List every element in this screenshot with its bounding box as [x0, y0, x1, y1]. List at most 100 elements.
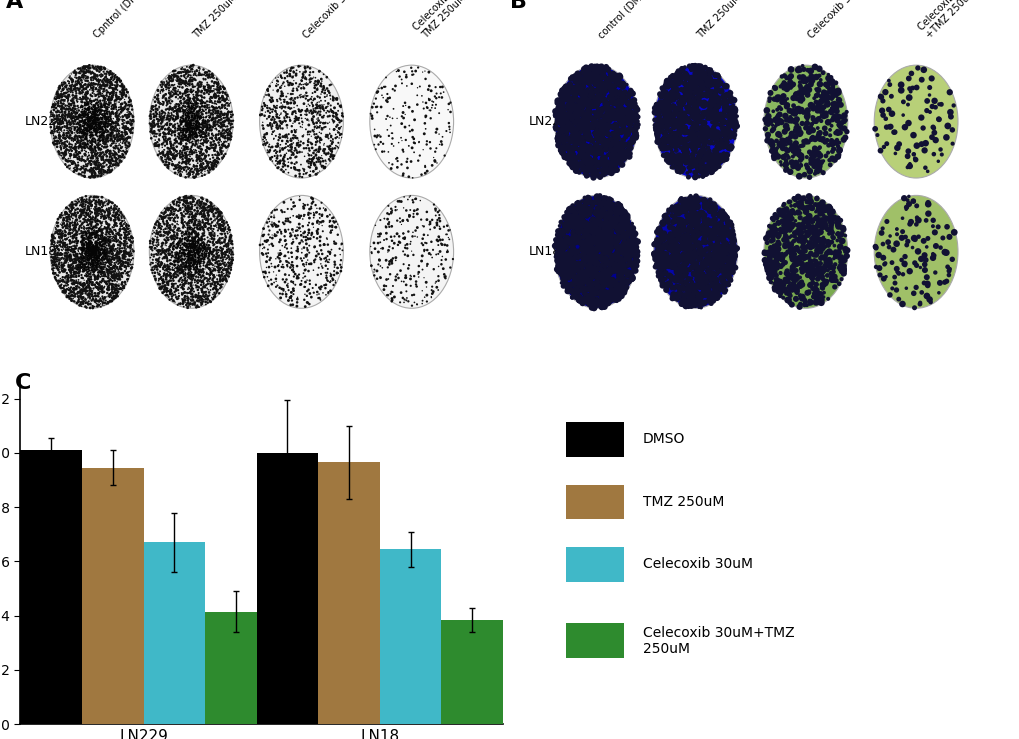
Point — [408, 204, 424, 216]
Point — [76, 270, 93, 282]
Point — [796, 243, 812, 255]
Point — [174, 120, 191, 132]
Point — [85, 105, 101, 117]
Point — [162, 223, 178, 235]
Point — [269, 226, 285, 238]
Point — [713, 86, 730, 98]
Point — [78, 134, 95, 146]
Point — [272, 155, 288, 167]
Point — [107, 83, 123, 95]
Point — [181, 215, 198, 227]
Point — [177, 125, 194, 137]
Point — [189, 253, 205, 265]
Point — [88, 137, 104, 149]
Point — [694, 63, 710, 75]
Point — [184, 60, 201, 72]
Point — [179, 98, 196, 109]
Point — [686, 260, 702, 272]
Point — [599, 232, 615, 244]
Point — [87, 134, 103, 146]
Point — [91, 109, 107, 120]
Point — [63, 205, 79, 217]
Point — [173, 151, 190, 163]
Point — [293, 104, 310, 116]
Point — [587, 129, 603, 140]
Point — [694, 78, 710, 89]
Point — [315, 216, 331, 228]
Point — [104, 262, 120, 274]
Point — [62, 91, 78, 103]
Point — [84, 115, 100, 126]
Point — [97, 72, 113, 84]
Point — [316, 162, 332, 174]
Point — [76, 143, 93, 154]
Point — [174, 214, 191, 225]
Point — [78, 239, 95, 251]
Point — [808, 228, 824, 240]
Point — [191, 240, 207, 252]
Point — [94, 264, 110, 276]
Point — [559, 111, 576, 123]
Point — [620, 97, 636, 109]
Point — [776, 275, 793, 287]
Point — [300, 155, 316, 167]
Point — [169, 110, 185, 122]
Point — [91, 119, 107, 131]
Point — [153, 112, 169, 124]
Point — [216, 251, 232, 263]
Point — [179, 295, 196, 307]
Point — [428, 157, 444, 169]
Point — [612, 281, 629, 293]
Point — [76, 225, 93, 237]
Point — [589, 234, 605, 245]
Point — [164, 69, 180, 81]
Point — [59, 122, 75, 134]
Point — [722, 262, 739, 273]
Point — [257, 106, 273, 118]
Point — [173, 147, 190, 159]
Point — [654, 263, 671, 275]
Point — [89, 218, 105, 230]
Point — [277, 116, 293, 128]
Point — [146, 270, 162, 282]
Point — [46, 254, 62, 266]
Point — [108, 287, 124, 299]
Point — [615, 106, 632, 118]
Point — [610, 247, 627, 259]
Point — [61, 136, 77, 148]
Point — [604, 84, 621, 96]
Point — [196, 106, 212, 118]
Point — [608, 91, 625, 103]
Point — [69, 111, 86, 123]
Point — [668, 166, 685, 177]
Point — [802, 256, 818, 268]
Point — [575, 136, 591, 148]
Point — [46, 262, 62, 274]
Point — [207, 263, 223, 275]
Point — [271, 132, 287, 143]
Point — [94, 70, 110, 82]
Point — [775, 70, 792, 82]
Point — [71, 255, 88, 267]
Point — [685, 213, 701, 225]
Point — [807, 296, 823, 308]
Point — [917, 137, 933, 149]
Point — [109, 261, 125, 273]
Point — [686, 260, 702, 272]
Point — [91, 225, 107, 237]
Point — [410, 154, 426, 166]
Point — [118, 143, 135, 154]
Point — [588, 168, 604, 180]
Point — [169, 238, 185, 250]
Point — [47, 92, 63, 103]
Point — [706, 231, 722, 243]
Point — [685, 196, 701, 208]
Point — [90, 256, 106, 268]
Point — [204, 80, 220, 92]
Point — [86, 63, 102, 75]
Point — [262, 218, 278, 230]
Point — [96, 141, 112, 153]
Point — [266, 125, 282, 137]
Point — [155, 156, 171, 168]
Point — [193, 244, 209, 256]
